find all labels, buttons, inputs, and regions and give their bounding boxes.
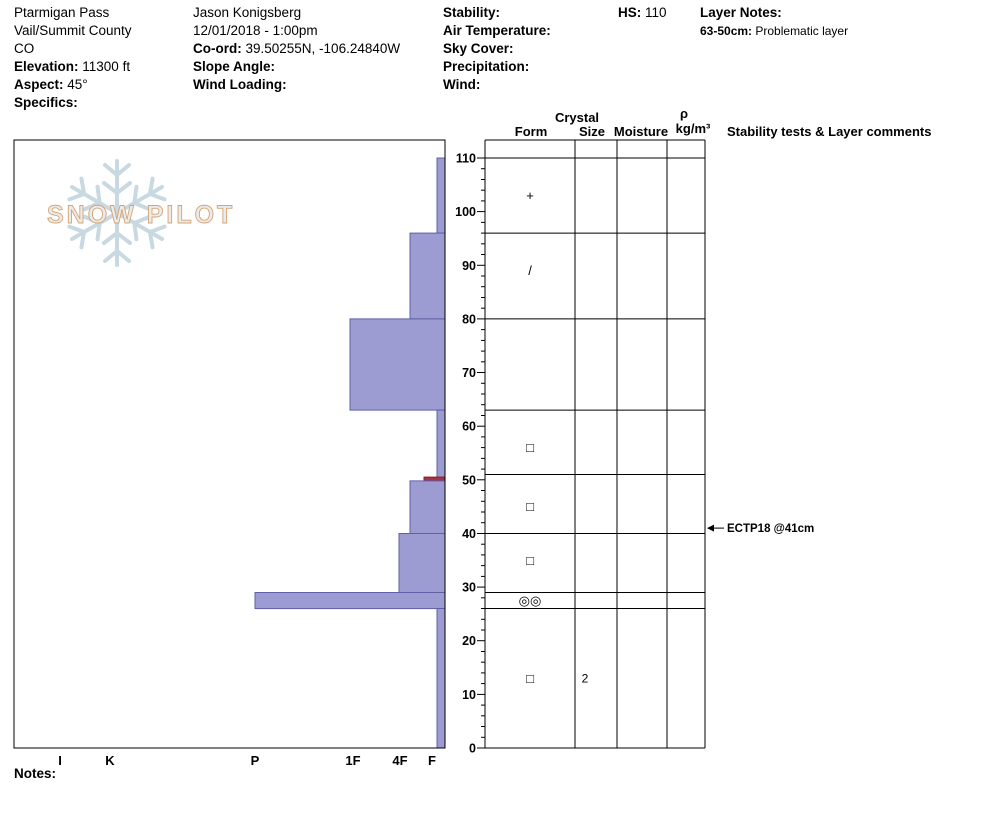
layer-bar: [409, 232, 446, 320]
layer-note-text: Problematic layer: [755, 24, 849, 38]
layer-note-item: 63-50cm: Problematic layer: [700, 22, 848, 40]
hs-row: HS: 110: [618, 4, 667, 22]
depth-tick-label: 60: [462, 420, 476, 434]
air-temp-row: Air Temperature:: [443, 22, 551, 40]
grain-form-symbol: □: [526, 671, 534, 686]
coord-label: Co-ord:: [193, 41, 242, 56]
test-arrow-head: [707, 524, 714, 532]
size-header: Size: [578, 124, 605, 139]
layer-notes-header: Layer Notes:: [700, 4, 848, 22]
aspect-row: Aspect: 45°: [14, 76, 132, 94]
crystal-header: Crystal: [554, 110, 600, 125]
coordinates-row: Co-ord: 39.50255N, -106.24840W: [193, 40, 400, 58]
slope-angle-row: Slope Angle:: [193, 58, 400, 76]
location-block: Ptarmigan Pass Vail/Summit County CO Ele…: [14, 4, 132, 112]
density-unit: kg/m³: [675, 121, 711, 136]
specifics-row: Specifics:: [14, 94, 132, 112]
layer-notes-label: Layer Notes:: [700, 5, 782, 20]
layer-note-range: 63-50cm:: [700, 24, 753, 38]
precipitation-row: Precipitation:: [443, 58, 551, 76]
hardness-plot-border: [13, 139, 446, 749]
hardness-axis-label: 1F: [345, 753, 360, 768]
depth-tick-label: 50: [462, 473, 476, 487]
elevation-label: Elevation:: [14, 59, 79, 74]
moisture-header: Moisture: [613, 124, 669, 139]
layer-notes-block: Layer Notes: 63-50cm: Problematic layer: [700, 4, 848, 40]
sky-cover-label: Sky Cover:: [443, 41, 514, 56]
grain-size-value: 2: [582, 671, 589, 685]
coord-value: 39.50255N, -106.24840W: [245, 41, 401, 56]
snowflake-icon: [67, 159, 167, 267]
wind-loading-label: Wind Loading:: [193, 77, 287, 92]
air-temp-label: Air Temperature:: [443, 23, 551, 38]
stability-row: Stability:: [443, 4, 551, 22]
elevation-value: 11300 ft: [82, 59, 131, 74]
layer-bar: [398, 533, 446, 593]
stability-label: Stability:: [443, 5, 501, 20]
aspect-value: 45°: [67, 77, 88, 92]
comments-header: Stability tests & Layer comments: [727, 124, 932, 139]
grain-form-symbol: ◎◎: [519, 593, 542, 608]
slope-angle-label: Slope Angle:: [193, 59, 276, 74]
observation-datetime: 12/01/2018 - 1:00pm: [193, 23, 318, 38]
depth-tick-label: 70: [462, 366, 476, 380]
site-region: Vail/Summit County: [14, 23, 132, 38]
specifics-label: Specifics:: [14, 95, 78, 110]
snow-height-block: HS: 110: [618, 4, 667, 22]
sky-cover-row: Sky Cover:: [443, 40, 551, 58]
form-header: Form: [514, 124, 548, 139]
notes-label: Notes:: [14, 766, 57, 781]
grain-form-symbol: □: [526, 553, 534, 568]
hardness-axis-label: 4F: [392, 753, 407, 768]
hardness-axis-label: I: [58, 753, 62, 768]
aspect-label: Aspect:: [14, 77, 64, 92]
depth-tick-label: 40: [462, 527, 476, 541]
observer-block: Jason Konigsberg 12/01/2018 - 1:00pm Co-…: [193, 4, 400, 94]
hs-value: 110: [645, 5, 667, 20]
wind-row: Wind:: [443, 76, 551, 94]
depth-tick-label: 100: [455, 205, 476, 219]
layer-bar: [436, 157, 446, 234]
elevation-row: Elevation: 11300 ft: [14, 58, 132, 76]
conditions-block: Stability: Air Temperature: Sky Cover: P…: [443, 4, 551, 94]
hs-label: HS:: [618, 5, 642, 20]
hardness-axis-label: F: [428, 753, 436, 768]
depth-tick-label: 0: [469, 742, 476, 756]
depth-tick-label: 110: [456, 152, 476, 166]
density-symbol: ρ: [679, 106, 689, 121]
depth-tick-label: 90: [462, 259, 476, 273]
grain-form-symbol: /: [528, 263, 532, 278]
depth-tick-label: 10: [462, 688, 476, 702]
logo-text: SNOW PILOT: [47, 201, 235, 229]
flagged-layer-bar: [423, 476, 446, 482]
layer-bar: [436, 409, 446, 478]
layer-bar: [349, 318, 446, 411]
site-name: Ptarmigan Pass: [14, 5, 110, 20]
layer-bar: [436, 608, 446, 749]
grain-form-symbol: □: [526, 440, 534, 455]
precipitation-label: Precipitation:: [443, 59, 530, 74]
hardness-axis-label: P: [251, 753, 260, 768]
site-state: CO: [14, 41, 35, 56]
layer-bar: [254, 592, 446, 610]
snowpilot-logo: SNOW PILOT: [47, 159, 235, 267]
wind-label: Wind:: [443, 77, 481, 92]
grain-form-symbol: +: [526, 188, 534, 203]
hardness-axis-label: K: [105, 753, 115, 768]
wind-loading-row: Wind Loading:: [193, 76, 400, 94]
observer-name: Jason Konigsberg: [193, 5, 302, 20]
grain-form-symbol: □: [526, 499, 534, 514]
depth-tick-label: 30: [462, 581, 476, 595]
depth-tick-label: 20: [462, 634, 476, 648]
stability-test-label: ECTP18 @41cm: [727, 523, 814, 535]
layer-bar: [409, 480, 446, 534]
depth-tick-label: 80: [462, 312, 476, 326]
